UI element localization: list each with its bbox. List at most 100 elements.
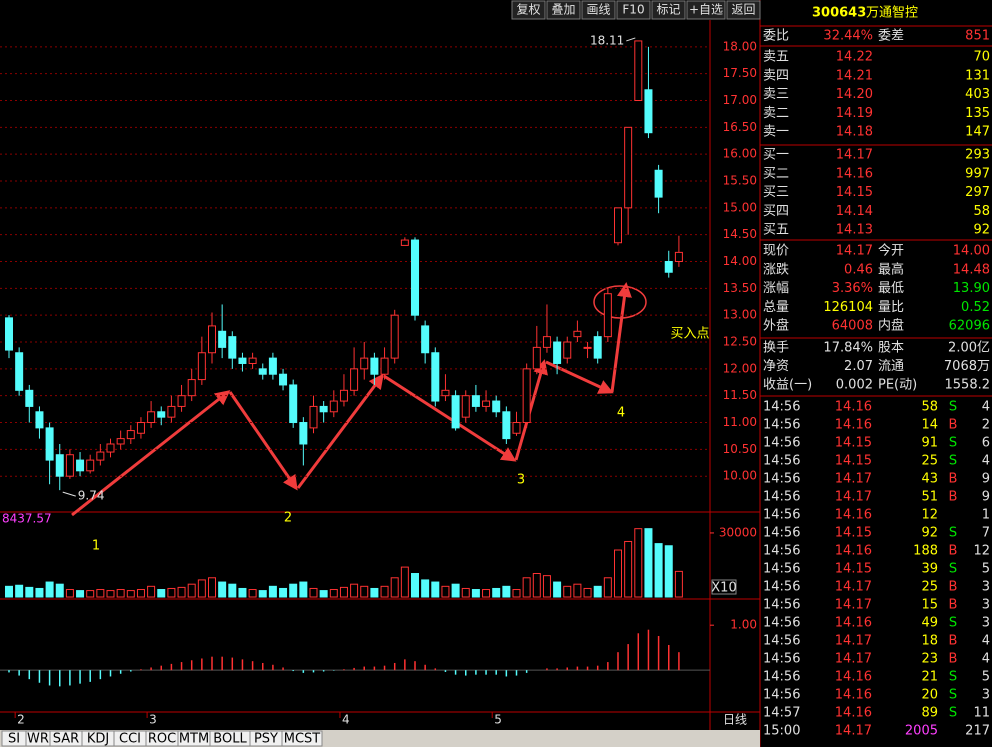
candle-body [248,357,257,364]
quote-cell: 内盘 [878,318,904,334]
toolbar-button[interactable] [686,0,726,20]
toolbar-label[interactable]: +自选 [689,3,723,17]
volume-bar [309,587,318,598]
volume-bar [187,583,196,598]
indicator-tab[interactable] [281,730,323,747]
toolbar-label[interactable]: 标记 [656,3,680,17]
quote-cell: 量比 [878,300,904,315]
candle-body [45,427,54,461]
candle-body [654,169,663,198]
annotation: 1 [92,539,100,554]
y-tick-label: 11.00 [723,415,757,429]
volume-bar [654,543,663,598]
quote-cell: S [949,454,957,469]
volume-bar [573,583,582,598]
quote-cell: 现价 [763,244,789,259]
indicator-tab-label[interactable]: SAR [53,732,79,747]
quote-cell: 最高 [878,261,904,277]
quote-cell: 14.00 [953,244,990,259]
toolbar-button[interactable] [581,0,616,20]
toolbar-label[interactable]: 叠加 [551,3,575,17]
y-tick-label: 14.00 [723,254,757,268]
toolbar-button[interactable] [616,0,651,20]
y-tick-label: 16.00 [723,147,757,161]
volume-bar [461,587,470,598]
quote-cell: 23 [921,652,938,667]
candle-body [258,368,267,375]
quote-cell: 委差 [878,29,904,44]
quote-cell: 5 [982,562,990,577]
candle-body [126,430,135,440]
volume-bar [248,589,257,598]
x-tick-label: 2 [17,713,25,727]
toolbar-button[interactable] [651,0,686,20]
quote-cell: 293 [965,148,990,163]
volume-bar [268,585,277,598]
indicator-tab-label[interactable]: ROC [148,732,176,747]
quote-cell: 64008 [832,319,873,334]
volume-bar [299,581,308,598]
quote-cell: 14.20 [836,87,873,102]
y-tick-label: 18.00 [723,39,757,53]
candle-body [593,336,602,359]
indicator-tab-label[interactable]: BOLL [213,732,247,747]
indicator-tab-label[interactable]: SI [8,732,20,747]
annotation: 4 [617,406,625,421]
volume-bar [421,579,430,598]
trend-arrows [71,282,632,517]
quote-cell: 4 [982,400,990,415]
quote-cell: 14:57 [763,706,800,721]
toolbar-label[interactable]: 复权 [516,3,540,17]
volume-bar [147,585,156,598]
toolbar-label[interactable]: 画线 [586,3,610,17]
quote-cell: 17.84% [823,341,873,356]
toolbar-button[interactable] [726,0,761,20]
quote-cell: 14:56 [763,616,800,631]
toolbar-label[interactable]: F10 [622,3,644,17]
volume-bar [644,528,653,598]
toolbar-button[interactable] [511,0,546,20]
quote-cell: 58 [921,400,938,415]
stock-name: 万通智控 [866,6,918,21]
indicator-tab-label[interactable]: CCI [119,732,141,747]
toolbar-label[interactable]: 返回 [731,3,755,17]
candle-body [451,395,460,429]
quote-cell: B [949,418,958,433]
quote-cell: 14.16 [836,166,873,181]
quote-cell: 0.46 [844,262,873,277]
y-tick-label: 15.00 [723,200,757,214]
candle-body [502,411,511,440]
quote-cell: 委比 [763,29,789,44]
quote-cell: 流通 [878,359,904,374]
quote-cell: 21 [921,670,938,685]
candle-body [553,341,562,364]
x-tick-label: 5 [494,713,502,727]
candle-body [147,411,156,424]
indicator-tab-label[interactable]: WR [27,732,49,747]
quote-cell: 12 [973,544,990,559]
quote-cell: 5 [982,670,990,685]
period-label[interactable]: 日线 [723,713,747,727]
candle-body [228,336,237,359]
candle-body [512,422,521,434]
quote-cell: 14.16 [835,616,872,631]
quote-cell: 今开 [878,243,904,259]
candle-body [400,239,409,246]
quote-cell: 92 [973,223,990,238]
quote-cell: 卖三 [763,87,789,102]
indicator-tab-label[interactable]: PSY [254,732,278,747]
indicator-tab-label[interactable]: MCST [284,732,321,747]
indicator-tab-label[interactable]: MTM [179,732,209,747]
quote-cell: 9 [982,490,990,505]
quote-cell: 买一 [763,148,789,163]
quote-cell: 15:00 [763,724,800,739]
quote-cell: B [949,652,958,667]
volume-bar [45,581,54,598]
volume-bar [329,589,338,598]
low-label: 9.74 [78,489,105,503]
toolbar-button[interactable] [546,0,581,20]
volume-bar [593,585,602,598]
indicator-tab-label[interactable]: KDJ [87,732,109,747]
quote-cell: 14:56 [763,688,800,703]
quote-cell: 49 [921,616,938,631]
